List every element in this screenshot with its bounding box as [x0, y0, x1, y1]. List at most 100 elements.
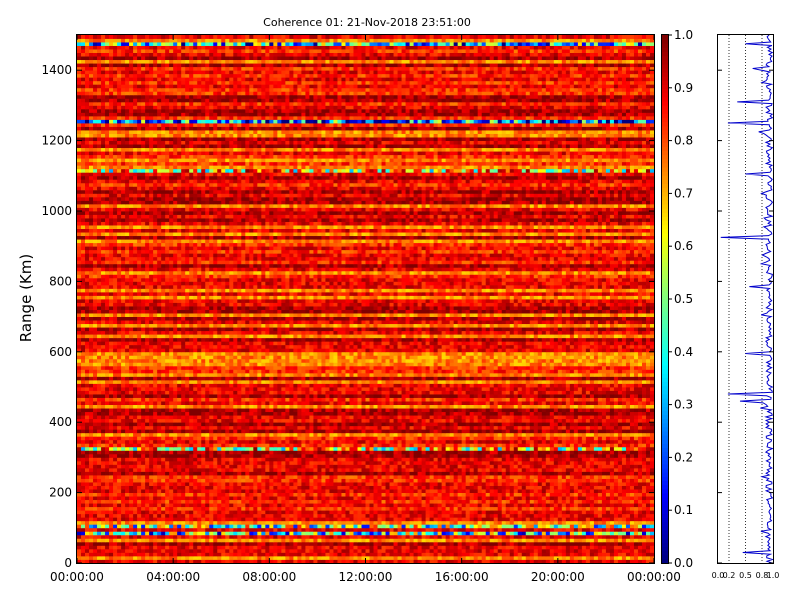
heatmap-cell — [474, 461, 478, 465]
heatmap-cell — [345, 440, 349, 444]
heatmap-cell — [353, 514, 357, 518]
heatmap-cell — [201, 461, 205, 465]
heatmap-cell — [261, 461, 265, 465]
heatmap-cell — [145, 517, 149, 521]
heatmap-cell — [526, 500, 530, 504]
heatmap-cell — [109, 521, 113, 525]
heatmap-cell — [454, 440, 458, 444]
heatmap-cell — [317, 471, 321, 475]
heatmap-cell — [458, 475, 462, 479]
heatmap-cell — [510, 447, 514, 451]
heatmap-cell — [642, 559, 646, 563]
heatmap-cell — [382, 517, 386, 521]
heatmap-cell — [101, 535, 105, 539]
heatmap-cell — [398, 457, 402, 461]
heatmap-cell — [406, 503, 410, 507]
heatmap-cell — [341, 486, 345, 490]
heatmap-cell — [370, 454, 374, 458]
heatmap-cell — [277, 510, 281, 514]
heatmap-cell — [149, 538, 153, 542]
heatmap-cell — [458, 549, 462, 553]
heatmap-cell — [113, 524, 117, 528]
heatmap-cell — [249, 489, 253, 493]
heatmap-cell — [81, 493, 85, 497]
heatmap-cell — [606, 542, 610, 546]
heatmap-cell — [169, 493, 173, 497]
heatmap-cell — [189, 500, 193, 504]
heatmap-cell — [526, 521, 530, 525]
heatmap-cell — [462, 528, 466, 532]
heatmap-cell — [546, 514, 550, 518]
heatmap-cell — [638, 531, 642, 535]
heatmap-cell — [105, 510, 109, 514]
heatmap-cell — [550, 503, 554, 507]
heatmap-cell — [241, 440, 245, 444]
heatmap-cell — [325, 475, 329, 479]
heatmap-cell — [345, 468, 349, 472]
heatmap-cell — [534, 521, 538, 525]
heatmap-cell — [157, 524, 161, 528]
heatmap-cell — [165, 440, 169, 444]
heatmap-cell — [173, 510, 177, 514]
heatmap-cell — [446, 549, 450, 553]
heatmap-cell — [213, 503, 217, 507]
heatmap-cell — [438, 471, 442, 475]
heatmap-cell — [313, 552, 317, 556]
heatmap-cell — [133, 514, 137, 518]
heatmap-cell — [289, 443, 293, 447]
heatmap-cell — [309, 517, 313, 521]
heatmap-cell — [454, 447, 458, 451]
heatmap-cell — [197, 479, 201, 483]
heatmap-cell — [217, 531, 221, 535]
heatmap-cell — [325, 559, 329, 563]
heatmap-cell — [233, 500, 237, 504]
heatmap-cell — [277, 514, 281, 518]
heatmap-cell — [145, 514, 149, 518]
heatmap-cell — [233, 507, 237, 511]
heatmap-cell — [97, 510, 101, 514]
heatmap-cell — [325, 447, 329, 451]
heatmap-cell — [205, 524, 209, 528]
heatmap-cell — [366, 475, 370, 479]
heatmap-cell — [518, 559, 522, 563]
heatmap-cell — [185, 510, 189, 514]
heatmap-cell — [185, 461, 189, 465]
heatmap-cell — [402, 489, 406, 493]
heatmap-cell — [378, 468, 382, 472]
heatmap-cell — [85, 464, 89, 468]
heatmap-cell — [542, 549, 546, 553]
heatmap-cell — [554, 493, 558, 497]
heatmap-cell — [638, 475, 642, 479]
heatmap-cell — [546, 524, 550, 528]
heatmap-cell — [237, 482, 241, 486]
heatmap-cell — [542, 521, 546, 525]
heatmap-cell — [321, 440, 325, 444]
heatmap-cell — [466, 489, 470, 493]
heatmap-cell — [382, 457, 386, 461]
heatmap-cell — [157, 461, 161, 465]
heatmap-cell — [161, 468, 165, 472]
heatmap-cell — [217, 559, 221, 563]
heatmap-cell — [406, 457, 410, 461]
heatmap-cell — [530, 486, 534, 490]
heatmap-cell — [634, 549, 638, 553]
heatmap-cell — [566, 521, 570, 525]
heatmap-cell — [233, 475, 237, 479]
heatmap-cell — [622, 514, 626, 518]
heatmap-cell — [177, 489, 181, 493]
heatmap-cell — [626, 517, 630, 521]
heatmap-cell — [357, 443, 361, 447]
heatmap-cell — [402, 542, 406, 546]
heatmap-cell — [546, 443, 550, 447]
heatmap-cell — [506, 524, 510, 528]
heatmap-cell — [173, 443, 177, 447]
heatmap-cell — [642, 471, 646, 475]
heatmap-cell — [410, 507, 414, 511]
heatmap-cell — [462, 538, 466, 542]
heatmap-cell — [169, 447, 173, 451]
heatmap-cell — [117, 538, 121, 542]
heatmap-cell — [542, 524, 546, 528]
heatmap-cell — [297, 535, 301, 539]
heatmap-cell — [217, 514, 221, 518]
heatmap-cell — [590, 486, 594, 490]
